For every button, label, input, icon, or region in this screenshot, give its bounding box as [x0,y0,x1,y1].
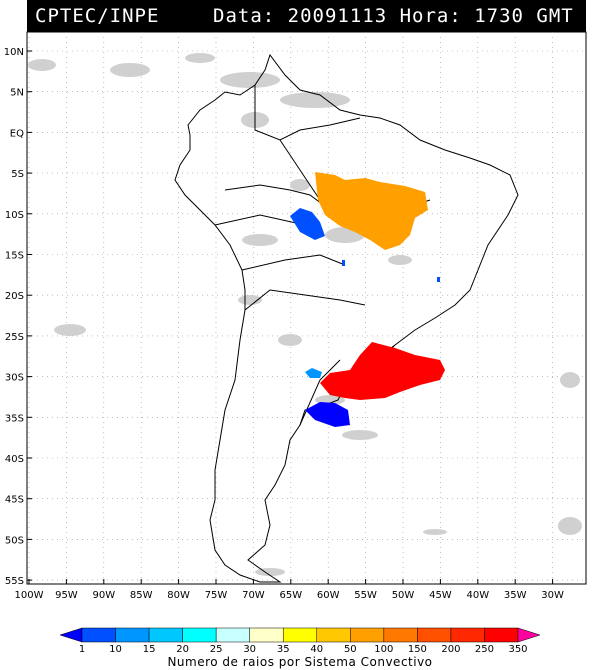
colorbar-tick: 35 [277,644,290,655]
map-header: CPTEC/INPE Data: 20091113 Hora: 1730 GMT [27,0,586,32]
colorbar-tick: 50 [344,644,357,655]
lon-label: 65W [279,590,302,601]
colorbar-tick: 250 [475,644,494,655]
lat-label: 5N [10,88,24,99]
colorbar-segment [350,627,385,643]
map-frame [26,31,587,585]
colorbar-segment [249,627,284,643]
colorbar-label: Numero de raios por Sistema Convectivo [167,655,433,669]
colorbar-tick: 100 [374,644,393,655]
colorbar-arrow-left [59,627,83,643]
system-paraguay [305,368,322,378]
lat-label: 15S [5,251,24,262]
lon-label: 100W [15,590,44,601]
colorbar: 1 10 15 20 25 30 35 40 50 100 150 200 250 350 [59,627,541,655]
lat-label: 5S [11,169,24,180]
lat-label: 30S [5,373,24,384]
colorbar-segment [182,627,217,643]
lon-label: 90W [92,590,115,601]
lat-label: 40S [5,454,24,465]
system-uruguay [305,402,350,427]
colorbar-tick: 150 [408,644,427,655]
lon-label: 80W [167,590,190,601]
colorbar-segment [484,627,519,643]
lon-label: 45W [429,590,452,601]
datetime-label: Data: 20091113 Hora: 1730 GMT [213,5,574,27]
colorbar-tick: 1 [79,644,85,655]
graticule [27,32,586,584]
lon-label: 55W [354,590,377,601]
lon-label: 40W [466,590,489,601]
system-bolivia [290,208,325,240]
colorbar-arrow-right [517,627,541,643]
lat-label: 35S [5,413,24,424]
lon-label: 50W [392,590,415,601]
colorbar-segment [81,627,116,643]
colorbar-segment [148,627,183,643]
lon-label: 95W [55,590,78,601]
lon-label: 60W [317,590,340,601]
source-label: CPTEC/INPE [35,5,160,27]
lon-label: 70W [242,590,265,601]
system-central-brazil [315,172,428,250]
colorbar-tick: 15 [143,644,156,655]
colorbar-segment [383,627,418,643]
lon-label: 30W [541,590,564,601]
system-small-1 [342,260,345,266]
lat-label: 20S [5,291,24,302]
colorbar-tick: 350 [508,644,527,655]
lat-label: 50S [5,535,24,546]
colorbar-segment [450,627,485,643]
colorbar-segment [282,627,318,643]
colorbar-tick: 40 [310,644,323,655]
lat-label: 10S [5,210,24,221]
colorbar-segment [215,627,250,643]
system-southern-brazil [320,342,445,400]
lon-label: 75W [205,590,228,601]
colorbar-segment [417,627,452,643]
colorbar-segment [115,627,150,643]
colorbar-segment [316,627,351,643]
lon-label: 35W [504,590,527,601]
lat-label: 10N [4,47,24,58]
colorbar-tick: 10 [109,644,122,655]
colorbar-tick: 30 [243,644,256,655]
axis-ticks: 10N 5N EQ 5S 10S 15S 20S 25S 30S 35S 40S 45S 50S 55S 1… [4,47,564,601]
lon-label: 85W [130,590,153,601]
colorbar-tick: 25 [210,644,223,655]
convective-systems [290,172,445,427]
colorbar-tick: 20 [176,644,189,655]
system-small-2 [437,277,440,282]
lat-label: 45S [5,495,24,506]
lat-label: 55S [5,576,24,587]
lat-label: EQ [10,128,24,139]
lat-label: 25S [5,332,24,343]
colorbar-tick: 200 [441,644,460,655]
